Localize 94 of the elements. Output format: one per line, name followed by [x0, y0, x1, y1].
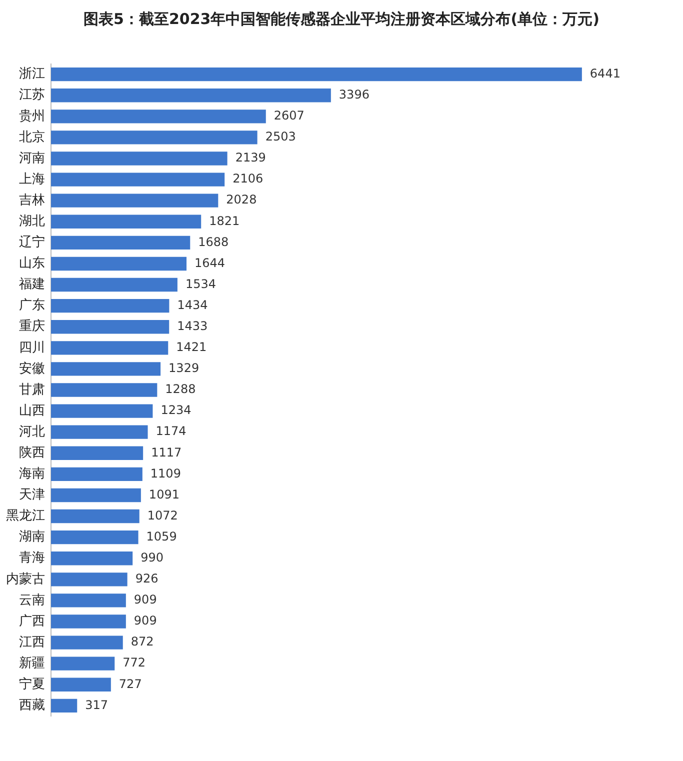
- y-tick-label: 江苏: [19, 88, 45, 103]
- y-tick-label: 广东: [19, 298, 45, 314]
- y-tick-label: 新疆: [19, 656, 45, 671]
- data-label: 1072: [147, 508, 178, 522]
- data-label: 1433: [177, 318, 208, 333]
- y-tick-label: 陕西: [19, 446, 45, 461]
- y-tick-label: 海南: [19, 466, 45, 482]
- data-label: 1434: [177, 298, 208, 312]
- bar: [51, 572, 128, 586]
- data-label: 1109: [150, 466, 181, 480]
- data-label: 1059: [146, 529, 177, 544]
- bar: [51, 88, 331, 102]
- y-tick-label: 河北: [19, 424, 45, 440]
- y-tick-label: 吉林: [19, 192, 45, 208]
- bar: [51, 110, 266, 124]
- y-tick-label: 宁夏: [19, 676, 45, 692]
- data-label: 1421: [176, 340, 207, 354]
- data-label: 2503: [265, 130, 296, 144]
- bar: [51, 446, 144, 460]
- y-tick-label: 浙江: [19, 66, 45, 82]
- bar: [51, 341, 168, 355]
- bar: [51, 320, 170, 334]
- y-tick-label: 青海: [19, 550, 45, 566]
- y-tick-label: 云南: [19, 592, 45, 608]
- data-label: 1091: [148, 487, 180, 502]
- bar: [51, 362, 161, 376]
- data-label: 3396: [338, 87, 370, 102]
- y-tick-label: 甘肃: [19, 382, 45, 398]
- data-label: 6441: [590, 66, 620, 80]
- y-tick-label: 辽宁: [19, 234, 45, 250]
- bar: [51, 67, 582, 82]
- y-tick-label: 重庆: [19, 319, 45, 334]
- bar: [51, 552, 133, 566]
- y-tick-label: 湖北: [19, 214, 45, 230]
- bar: [51, 614, 126, 628]
- data-label: 1117: [151, 445, 182, 460]
- data-label: 1329: [168, 361, 200, 376]
- y-tick-label: 福建: [19, 277, 45, 292]
- y-tick-label: 安徽: [19, 360, 45, 376]
- y-tick-label: 四川: [19, 340, 45, 356]
- y-tick-label: 西藏: [19, 698, 45, 714]
- y-tick-label: 山东: [19, 256, 45, 272]
- bar: [51, 130, 258, 144]
- bar: [51, 172, 225, 186]
- y-tick-label: 江西: [19, 634, 45, 650]
- y-tick-label: 天津: [19, 488, 45, 503]
- bar: [51, 678, 111, 692]
- y-tick-label: 广西: [19, 614, 45, 629]
- bar: [51, 236, 190, 250]
- data-label: 909: [134, 614, 157, 628]
- bar: [51, 383, 158, 397]
- data-label: 1688: [198, 234, 229, 249]
- y-tick-label: 内蒙古: [6, 572, 45, 587]
- bar: [51, 256, 187, 271]
- y-tick-label: 湖南: [19, 530, 45, 545]
- y-tick-label: 河南: [19, 150, 45, 166]
- bar: [51, 698, 78, 713]
- bar: [51, 509, 140, 524]
- bar: [51, 298, 170, 313]
- bar: [51, 404, 153, 418]
- bar: [51, 488, 141, 502]
- bar: [51, 636, 123, 650]
- bar: [51, 594, 126, 608]
- y-tick-label: 贵州: [19, 108, 45, 124]
- data-label: 2106: [232, 172, 264, 186]
- data-label: 1234: [160, 403, 192, 418]
- bar: [51, 278, 178, 292]
- data-label: 872: [130, 634, 154, 649]
- data-label: 727: [118, 676, 142, 691]
- bar: [51, 467, 142, 482]
- data-label: 1174: [156, 424, 186, 438]
- data-label: 909: [134, 592, 157, 607]
- data-label: 317: [85, 698, 108, 712]
- data-label: 772: [122, 656, 146, 670]
- data-label: 2607: [274, 108, 304, 123]
- chart-title: 图表5：截至2023年中国智能传感器企业平均注册资本区域分布(单位：万元): [82, 10, 600, 29]
- data-label: 990: [140, 550, 164, 564]
- data-label: 1821: [209, 214, 240, 228]
- bar: [51, 530, 138, 544]
- bar: [51, 214, 202, 228]
- data-label: 1534: [185, 276, 216, 291]
- bar: [51, 152, 228, 166]
- data-label: 1288: [165, 382, 196, 396]
- bar: [51, 425, 148, 439]
- y-tick-label: 山西: [19, 403, 45, 418]
- data-label: 1644: [194, 256, 226, 270]
- y-tick-label: 上海: [19, 172, 45, 187]
- data-label: 2139: [235, 150, 266, 165]
- y-tick-label: 黑龙江: [6, 508, 45, 524]
- bar: [51, 194, 218, 208]
- data-label: 926: [135, 572, 158, 586]
- bar: [51, 656, 115, 670]
- y-tick-label: 北京: [19, 130, 45, 145]
- data-label: 2028: [226, 192, 257, 207]
